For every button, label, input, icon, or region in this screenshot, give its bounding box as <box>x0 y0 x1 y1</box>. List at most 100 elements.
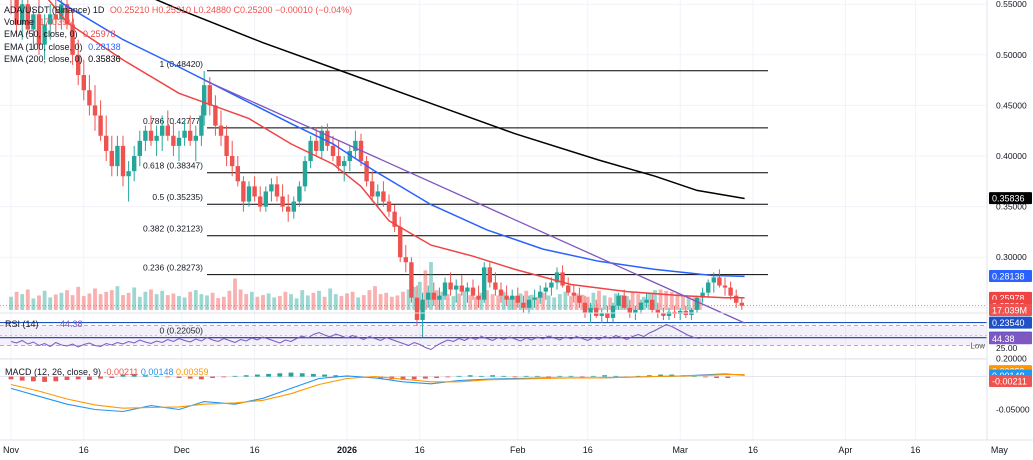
price-tag-bg <box>989 270 1032 283</box>
candle-body <box>297 186 302 202</box>
rsi-line <box>10 323 700 351</box>
candle-body <box>199 115 204 136</box>
volume-bar <box>619 295 624 310</box>
macd-histogram-bar <box>266 373 271 377</box>
trendline <box>203 79 745 324</box>
volume-bar <box>451 296 456 310</box>
macd-histogram-bar <box>557 375 563 377</box>
volume-bar <box>345 293 349 310</box>
volume-bar <box>87 293 92 310</box>
macd-histogram-bar <box>221 376 227 378</box>
candle-body <box>92 105 98 116</box>
lower-panes: RSI (14) 44.38 MACD (12, 26, close, 9) -0… <box>0 312 987 413</box>
candle-body <box>370 181 375 197</box>
candle-body <box>48 14 53 25</box>
candle-body <box>414 297 420 320</box>
volume-bar <box>266 293 271 310</box>
macd-histogram-bar <box>512 376 518 378</box>
volume-bar <box>585 296 590 310</box>
macd-histogram-bar <box>277 373 283 377</box>
volume-bar <box>384 292 389 310</box>
fib-label: 1 (0.48420) <box>160 59 204 69</box>
volume-bar <box>238 289 243 310</box>
candle-body <box>230 156 235 167</box>
volume-bar <box>613 293 618 310</box>
price-tags: 0.358360.281380.259780.252000.235400.220… <box>989 192 1032 387</box>
candle-body <box>717 277 722 286</box>
volume-bar <box>233 278 237 310</box>
volume-bar <box>65 290 69 310</box>
candle-body <box>258 196 263 207</box>
volume-bar <box>216 298 221 310</box>
candles <box>10 0 744 338</box>
volume-bar <box>473 296 478 310</box>
volume-bar <box>490 294 495 310</box>
volume-bar <box>479 292 484 310</box>
legend-ema50-row[interactable]: EMA (50, close, 0) 0.25978 <box>4 28 352 40</box>
candle-body <box>728 287 733 296</box>
legend-ema100-row[interactable]: EMA (100, close, 0) 0.28138 <box>4 41 352 53</box>
x-tick-label: Apr <box>838 445 852 455</box>
candle-body <box>694 297 700 310</box>
candle-body <box>207 85 212 106</box>
macd-histogram-bar <box>53 376 59 382</box>
candle-body <box>308 140 313 162</box>
candle-body <box>115 145 120 167</box>
legend-symbol-row[interactable]: ADA/USDT (Binance) 1D O0.25210 H0.25310 … <box>4 4 352 16</box>
macd-histogram-bar <box>210 376 215 378</box>
volume-bar <box>636 294 641 310</box>
volume-bar <box>311 292 316 310</box>
candle-body <box>386 201 392 212</box>
macd-histogram-bar <box>120 374 126 377</box>
legend-volume-row[interactable]: Volume 17.039M <box>4 16 352 28</box>
macd-histogram-bar <box>467 375 473 377</box>
volume-bar <box>630 291 635 310</box>
macd-histogram-bar <box>523 375 529 377</box>
candle-body <box>87 90 92 106</box>
x-tick-label: 16 <box>910 445 920 455</box>
candle-body <box>109 150 114 167</box>
macd-histogram-bar <box>568 375 574 377</box>
symbol-label: ADA/USDT (Binance) 1D <box>4 5 105 15</box>
candle-body <box>280 196 285 207</box>
candle-body <box>42 24 47 45</box>
legend-ema200-row[interactable]: EMA (200, close, 0) 0.35836 <box>4 53 352 65</box>
volume-bar <box>137 296 142 310</box>
candle-body <box>504 295 509 300</box>
price-tag: 0.23540 <box>992 318 1025 328</box>
macd-histogram-bar <box>19 376 25 381</box>
macd-histogram-bar <box>109 376 115 378</box>
volume-bar <box>423 270 428 310</box>
candle-body <box>605 312 610 318</box>
volume-bar <box>574 293 579 310</box>
volume-bar <box>591 292 596 310</box>
x-tick-label: Nov <box>3 445 20 455</box>
volume-bar <box>294 298 299 310</box>
volume-value: 17.039M <box>39 17 75 28</box>
price-tag: 0.35836 <box>992 194 1025 204</box>
volume-label: Volume <box>4 17 35 28</box>
candle-body <box>342 161 347 167</box>
volume-bar <box>541 292 545 310</box>
candle-body <box>431 292 436 300</box>
candle-body <box>291 201 296 212</box>
candle-body <box>25 4 30 30</box>
ema100-value: 0.28138 <box>88 41 121 52</box>
candle-body <box>126 171 131 177</box>
macd-histogram-bar <box>591 375 596 377</box>
macd-histogram-bar <box>87 376 92 380</box>
candle-body <box>566 285 571 293</box>
candle-body <box>160 125 165 136</box>
y-tick-label: 0.30000 <box>996 252 1027 262</box>
candle-body <box>120 145 126 177</box>
volume-bar <box>485 290 489 310</box>
volume-bar <box>188 291 193 310</box>
volume-bar <box>507 297 512 310</box>
candle-body <box>218 125 224 136</box>
candle-body <box>148 130 154 141</box>
x-tick-label: 2026 <box>337 445 357 455</box>
candle-body <box>364 161 369 182</box>
y-tick-label: 0.55000 <box>996 0 1027 9</box>
volume-bar <box>25 289 30 310</box>
volume-bar <box>182 297 187 310</box>
